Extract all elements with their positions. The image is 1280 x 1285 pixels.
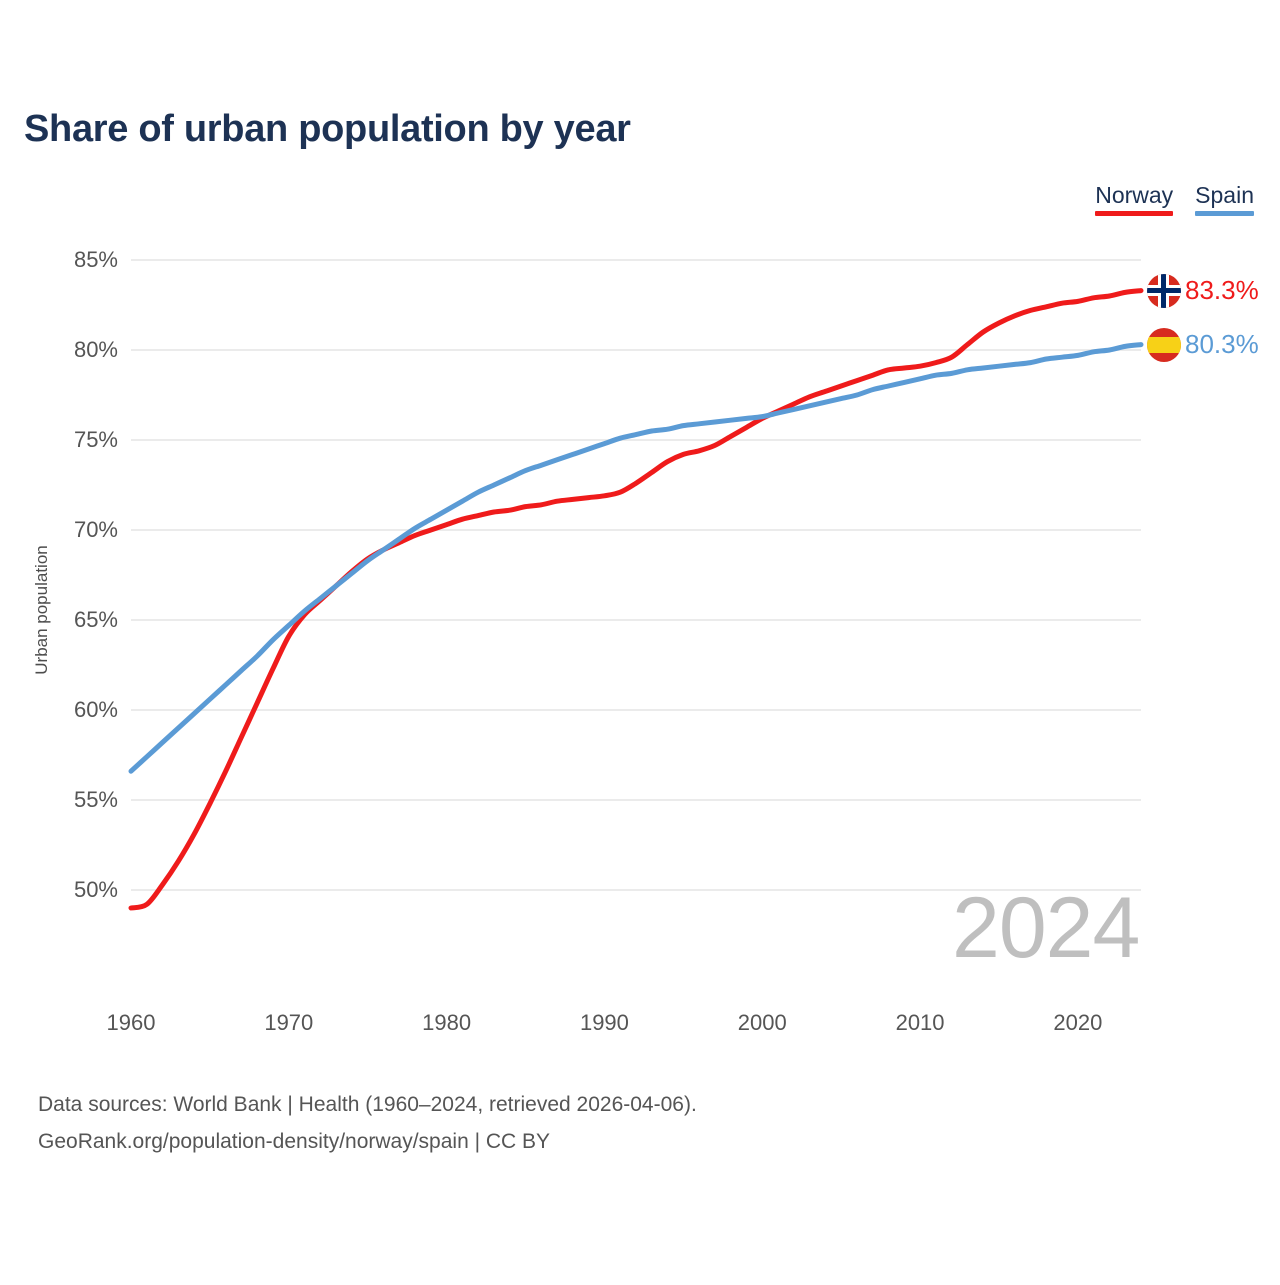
legend-color-swatch-spain <box>1195 211 1254 216</box>
series-line-norway <box>128 288 1144 911</box>
footer-line-sources: Data sources: World Bank | Health (1960–… <box>38 1093 697 1116</box>
endpoint-value-norway: 83.3% <box>1185 275 1259 306</box>
y-tick-label: 50% <box>73 877 118 902</box>
series-line-spain <box>128 342 1144 774</box>
endpoint-label-norway: 83.3% <box>1147 273 1259 308</box>
legend-item-norway[interactable]: Norway <box>1095 182 1174 216</box>
y-tick-label: 60% <box>73 697 118 722</box>
legend-label-spain: Spain <box>1195 182 1254 208</box>
y-tick-label: 70% <box>73 517 118 542</box>
y-tick-label: 65% <box>73 607 118 632</box>
y-tick-label: 80% <box>73 337 118 362</box>
chart-legend: Norway Spain <box>1095 182 1254 216</box>
y-tick-label: 55% <box>73 787 118 812</box>
x-tick-label: 2010 <box>895 1010 945 1035</box>
year-watermark: 2024 <box>952 880 1140 976</box>
footer-line-url[interactable]: GeoRank.org/population-density/norway/sp… <box>38 1130 551 1153</box>
legend-color-swatch-norway <box>1095 211 1174 216</box>
x-tick-label: 1960 <box>106 1010 156 1035</box>
norway-flag-icon <box>1147 273 1181 308</box>
footer-attribution: Data sources: World Bank | Health (1960–… <box>38 1086 697 1160</box>
y-axis-title: Urban population <box>32 545 51 675</box>
endpoint-label-spain: 80.3% <box>1147 327 1259 362</box>
x-tick-label: 1980 <box>422 1010 472 1035</box>
spain-flag-icon <box>1147 327 1181 362</box>
endpoint-value-spain: 80.3% <box>1185 329 1259 360</box>
x-tick-label: 2000 <box>737 1010 787 1035</box>
legend-item-spain[interactable]: Spain <box>1195 182 1254 216</box>
y-tick-label: 75% <box>73 427 118 452</box>
x-tick-label: 2020 <box>1053 1010 1103 1035</box>
page-title: Share of urban population by year <box>24 108 631 150</box>
legend-label-norway: Norway <box>1095 182 1174 208</box>
x-tick-label: 1970 <box>264 1010 314 1035</box>
x-tick-label: 1990 <box>579 1010 629 1035</box>
y-tick-label: 85% <box>73 247 118 272</box>
